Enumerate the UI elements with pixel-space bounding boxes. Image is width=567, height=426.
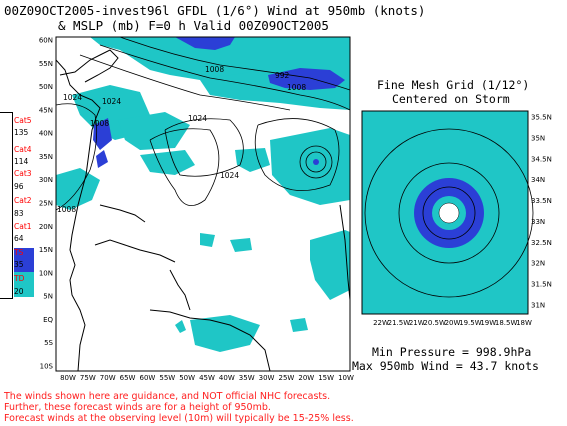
- fm-lat-label-7: 32N: [531, 260, 545, 268]
- min-pressure-text: Min Pressure = 998.9hPa: [372, 345, 532, 359]
- ts-wind-shading: [93, 37, 345, 168]
- main-lat-label-6: 30N: [39, 176, 53, 184]
- main-lat-label-5: 35N: [39, 153, 53, 161]
- isobar-label-1024c: 1024: [220, 171, 239, 180]
- fine-mesh-title-line2: Centered on Storm: [392, 92, 510, 106]
- main-lat-label-8: 20N: [39, 223, 53, 231]
- main-lon-label-1: 75W: [80, 374, 96, 382]
- isobar-label-1024a: 1024: [102, 97, 121, 106]
- legend-ts-swatch: [14, 248, 34, 272]
- legend-label-cat1: Cat1: [14, 222, 32, 231]
- main-lon-label-4: 60W: [140, 374, 156, 382]
- legend-td-swatch: [14, 272, 34, 297]
- isobar-contours: [56, 37, 350, 211]
- main-lon-label-5: 55W: [159, 374, 175, 382]
- map-title-line1: 00Z09OCT2005-invest96l GFDL (1/6°) Wind …: [4, 3, 426, 18]
- main-lon-label-3: 65W: [120, 374, 136, 382]
- isobar-label-1008d: 1008: [205, 65, 224, 74]
- main-lat-label-10: 10N: [39, 269, 53, 277]
- storm-eye: [438, 202, 460, 224]
- legend-label-20: 20: [14, 287, 24, 296]
- fm-lon-label-6: 19W: [480, 319, 496, 327]
- isobar-label-1008b: 1008: [90, 119, 109, 128]
- isobar-label-1024d: 1024: [63, 93, 82, 102]
- coastlines: [56, 49, 350, 371]
- fm-lat-label-2: 34.5N: [531, 155, 552, 163]
- legend-label-cat4: Cat4: [14, 145, 32, 154]
- legend-label-ts: TS: [14, 248, 24, 257]
- legend-label-135: 135: [14, 128, 29, 137]
- main-lat-label-11: 5N: [43, 293, 53, 301]
- fm-lat-label-5: 33N: [531, 218, 545, 226]
- main-lon-label-7: 45W: [199, 374, 215, 382]
- fm-lon-label-2: 21W: [409, 319, 425, 327]
- main-lat-label-1: 55N: [39, 60, 53, 68]
- fm-lon-label-5: 19.5W: [459, 319, 482, 327]
- main-lat-label-3: 45N: [39, 106, 53, 114]
- map-title-line2: & MSLP (mb) F=0 h Valid 00Z09OCT2005: [58, 18, 329, 33]
- fm-lon-label-0: 22W: [373, 319, 389, 327]
- isobar-label-1024b: 1024: [188, 114, 207, 123]
- main-lon-label-11: 25W: [279, 374, 295, 382]
- isobar-label-1008c: 1008: [57, 205, 76, 214]
- main-lon-label-6: 50W: [179, 374, 195, 382]
- main-lat-label-12: EQ: [43, 316, 53, 324]
- main-lat-label-7: 25N: [39, 200, 53, 208]
- legend-label-cat5: Cat5: [14, 116, 32, 125]
- fm-lat-label-4: 33.5N: [531, 197, 552, 205]
- fm-lon-label-4: 20W: [445, 319, 461, 327]
- isobar-label-1008a: 1008: [287, 83, 306, 92]
- legend-label-cat3: Cat3: [14, 169, 32, 178]
- main-lat-label-13: 5S: [44, 339, 53, 347]
- fine-mesh-frame: [361, 110, 529, 315]
- main-lon-label-12: 20W: [298, 374, 314, 382]
- main-lon-labels: 80W 75W 70W 65W 60W 55W 50W 45W 40W 35W 30W 25W 20W 1…: [60, 374, 354, 382]
- fine-mesh-isobars: [364, 128, 534, 298]
- main-lon-label-14: 10W: [338, 374, 354, 382]
- main-lon-label-2: 70W: [100, 374, 116, 382]
- max-wind-text: Max 950mb Wind = 43.7 knots: [352, 359, 539, 373]
- fm-lat-label-6: 32.5N: [531, 239, 552, 247]
- main-lat-labels: 60N 55N 50N 45N 40N 35N 30N 25N 20N 15N 10N 5N EQ 5S 1…: [39, 37, 54, 371]
- main-lat-label-14: 10S: [40, 363, 54, 371]
- main-lat-label-9: 15N: [39, 246, 53, 254]
- main-lat-label-0: 60N: [39, 37, 53, 45]
- main-lon-label-10: 30W: [259, 374, 275, 382]
- fine-mesh-lat-labels: 35.5N 35N 34.5N 34N 33.5N 33N 32.5N 32N 31.5N 31N: [531, 114, 552, 310]
- fm-lat-label-3: 34N: [531, 176, 545, 184]
- disclaimer-line2: Further, these forecast winds are for a …: [4, 402, 271, 413]
- legend-label-114: 114: [14, 157, 29, 166]
- fm-lon-label-3: 20.5W: [423, 319, 446, 327]
- fm-lat-label-9: 31N: [531, 302, 545, 310]
- isobar-label-992: 992: [275, 71, 290, 80]
- disclaimer-line3: Forecast winds at the observing level (1…: [4, 413, 354, 424]
- legend-label-35: 35: [14, 260, 24, 269]
- disclaimer-line1: The winds shown here are guidance, and N…: [4, 391, 331, 402]
- main-lon-label-8: 40W: [219, 374, 235, 382]
- legend-label-64: 64: [14, 234, 24, 243]
- main-lon-label-13: 15W: [318, 374, 334, 382]
- main-map-frame: [55, 36, 351, 372]
- fine-mesh-title-line1: Fine Mesh Grid (1/12°): [377, 78, 530, 92]
- legend-label-83: 83: [14, 209, 24, 218]
- legend-label-td: TD: [14, 274, 25, 283]
- fm-lat-label-0: 35.5N: [531, 114, 552, 122]
- main-lon-label-9: 35W: [239, 374, 255, 382]
- wind-legend: Cat5 135 Cat4 114 Cat3 96 Cat2 83 Cat1 6…: [0, 112, 34, 299]
- fm-lat-label-8: 31.5N: [531, 281, 552, 289]
- fm-lat-label-1: 35N: [531, 134, 545, 142]
- legend-label-cat2: Cat2: [14, 196, 32, 205]
- main-lat-label-4: 40N: [39, 130, 53, 138]
- fm-lon-label-1: 21.5W: [388, 319, 411, 327]
- fm-lon-label-7: 18.5W: [495, 319, 518, 327]
- main-lon-label-0: 80W: [60, 374, 76, 382]
- fm-lon-label-8: 18W: [516, 319, 532, 327]
- legend-label-96: 96: [14, 182, 24, 191]
- main-lat-label-2: 50N: [39, 83, 53, 91]
